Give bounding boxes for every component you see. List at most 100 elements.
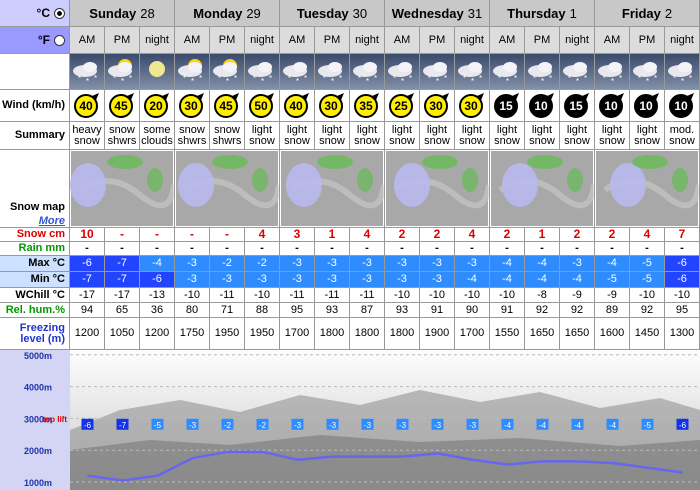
summary: heavy snow bbox=[70, 122, 105, 150]
period: night bbox=[350, 27, 385, 54]
rain-mm: - bbox=[595, 242, 630, 256]
snow-cm: - bbox=[105, 228, 140, 242]
cloud bbox=[118, 62, 132, 72]
freezing-level: 1950 bbox=[210, 318, 245, 350]
icon: * * * bbox=[633, 62, 657, 86]
rain-mm: - bbox=[420, 242, 455, 256]
max-temp: -4 bbox=[595, 256, 630, 272]
wind-arrow bbox=[617, 93, 624, 100]
wind-value: 10 bbox=[534, 99, 548, 113]
min-temp: -6 bbox=[140, 272, 175, 288]
period: night bbox=[455, 27, 490, 54]
icon: * * * bbox=[528, 62, 552, 86]
wind-arrow bbox=[582, 93, 589, 100]
wind-value: 10 bbox=[674, 99, 688, 113]
freezing-level: 1450 bbox=[630, 318, 665, 350]
temp-label: -3 bbox=[294, 421, 302, 430]
row-label: Summary bbox=[0, 122, 70, 150]
snowflake: * bbox=[514, 74, 517, 83]
wind-value: 10 bbox=[604, 99, 618, 113]
weather-icon: * * * bbox=[350, 54, 385, 90]
y-tick-label: 3000m bbox=[24, 414, 52, 424]
wind-circle bbox=[284, 94, 308, 118]
wind-value: 30 bbox=[324, 99, 338, 113]
wind-circle bbox=[214, 94, 238, 118]
rain-mm: - bbox=[105, 242, 140, 256]
wind-cell: 40 bbox=[70, 90, 105, 122]
snowflake: * bbox=[428, 74, 431, 83]
temp-label: -3 bbox=[399, 421, 407, 430]
freezing-level: 1950 bbox=[245, 318, 280, 350]
wind-chill: -17 bbox=[105, 288, 140, 303]
icon: * * * bbox=[598, 62, 622, 86]
day-date: 28 bbox=[140, 5, 155, 21]
weather-icon: * * * bbox=[280, 54, 315, 90]
row-label: Snow map More bbox=[0, 150, 70, 228]
summary: light snow bbox=[350, 122, 385, 150]
icon: * * * bbox=[563, 62, 587, 86]
unit-fahrenheit[interactable]: °F bbox=[0, 27, 70, 54]
radio-checked[interactable] bbox=[54, 7, 65, 19]
day-date: 29 bbox=[246, 5, 261, 21]
snowflake: * bbox=[611, 77, 614, 86]
snowflake: * bbox=[498, 74, 501, 83]
weather-icon: * * * bbox=[420, 54, 455, 90]
unit-celsius[interactable]: °C bbox=[0, 0, 70, 27]
temp-box bbox=[81, 418, 94, 430]
min-temp: -3 bbox=[245, 272, 280, 288]
moon bbox=[149, 61, 165, 77]
temp-box bbox=[641, 418, 654, 430]
weather-icon bbox=[140, 54, 175, 90]
radio[interactable] bbox=[54, 34, 65, 46]
cloud bbox=[363, 62, 377, 72]
more-link[interactable]: More bbox=[38, 215, 65, 227]
day-header: Monday 29 bbox=[175, 0, 280, 27]
temp-label: -7 bbox=[119, 421, 127, 430]
row-label: Freezing level (m) bbox=[0, 318, 70, 350]
snowflake: * bbox=[191, 77, 194, 86]
snow-area bbox=[394, 163, 430, 207]
wind-chill: -13 bbox=[140, 288, 175, 303]
wind-cell: 10 bbox=[595, 90, 630, 122]
min-temp: -5 bbox=[630, 272, 665, 288]
period: PM bbox=[105, 27, 140, 54]
day-date: 2 bbox=[664, 5, 673, 21]
snowflake: * bbox=[463, 74, 466, 83]
snow-cm: 7 bbox=[665, 228, 700, 242]
rain-mm: - bbox=[665, 242, 700, 256]
y-tick-label: 5000m bbox=[24, 351, 52, 361]
wind-arrow bbox=[302, 93, 309, 100]
cloud bbox=[538, 62, 552, 72]
wind-cell: 30 bbox=[420, 90, 455, 122]
min-temp: -4 bbox=[490, 272, 525, 288]
temp-label: -6 bbox=[84, 421, 92, 430]
wind-arrow bbox=[337, 93, 344, 100]
temp-box bbox=[606, 418, 619, 430]
wind-value: 30 bbox=[429, 99, 443, 113]
wind-icon: 40 bbox=[284, 93, 309, 118]
humidity: 93 bbox=[385, 303, 420, 318]
snowflake: * bbox=[366, 77, 369, 86]
wind-arrow bbox=[477, 93, 484, 100]
day-header: Sunday 28 bbox=[70, 0, 175, 27]
min-temp: -3 bbox=[350, 272, 385, 288]
day-name: Wednesday bbox=[391, 5, 464, 21]
wind-arrow bbox=[512, 93, 519, 100]
day-date: 1 bbox=[569, 5, 577, 21]
icon: * * * bbox=[493, 62, 517, 86]
cloud bbox=[328, 62, 342, 72]
summary: light snow bbox=[595, 122, 630, 150]
top-lift-label: top lift bbox=[43, 415, 68, 424]
snow-cm: 1 bbox=[525, 228, 560, 242]
wind-value: 15 bbox=[569, 99, 583, 113]
wind-circle bbox=[354, 94, 378, 118]
snowflake: * bbox=[401, 77, 404, 86]
max-temp: -4 bbox=[525, 256, 560, 272]
period: AM bbox=[490, 27, 525, 54]
wind-value: 15 bbox=[499, 99, 513, 113]
weather-icon: * * * bbox=[70, 54, 105, 90]
day-header: Tuesday 30 bbox=[280, 0, 385, 27]
temp-box bbox=[186, 418, 199, 430]
snow-cm: 4 bbox=[350, 228, 385, 242]
wind-chill: -10 bbox=[420, 288, 455, 303]
